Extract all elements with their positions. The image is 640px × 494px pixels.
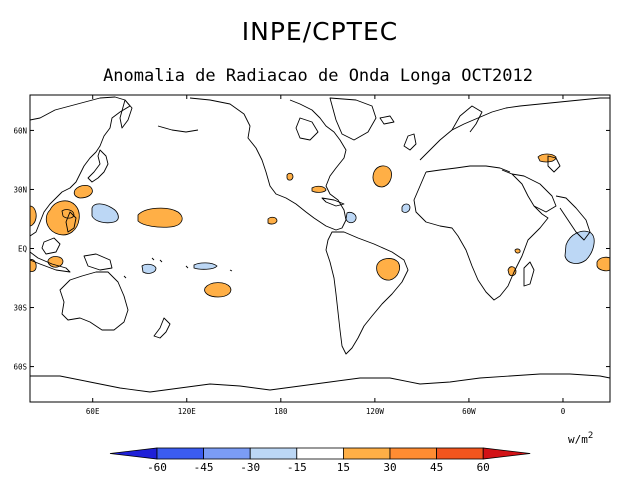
figure-subtitle: Anomalia de Radiacao de Onda Longa OCT20… bbox=[103, 66, 533, 86]
x-tick-label: 60W bbox=[462, 407, 476, 416]
colorbar-label: 30 bbox=[383, 461, 396, 474]
coastline-europe bbox=[419, 97, 610, 161]
coastline-caspian bbox=[547, 155, 561, 173]
colorbar: -60 -45 -30 -15 15 30 45 60 bbox=[109, 447, 531, 474]
coastline-new-zealand bbox=[153, 317, 171, 339]
coastline-africa bbox=[413, 169, 549, 301]
anomaly-patch-positive bbox=[311, 185, 327, 193]
y-tick-label: EQ bbox=[18, 245, 28, 254]
anomaly-patch-positive bbox=[507, 266, 517, 277]
coastline-british-isles bbox=[403, 133, 417, 151]
colorbar-box bbox=[389, 447, 437, 460]
colorbar-box bbox=[203, 447, 251, 460]
anomaly-patch-positive bbox=[29, 205, 37, 227]
coastline-south-america bbox=[325, 231, 409, 355]
coastline-hudson-bay bbox=[295, 117, 319, 141]
colorbar-label: -15 bbox=[287, 461, 307, 474]
y-tick-label: 30N bbox=[13, 185, 27, 194]
map-panel: 120E 180 120W 60W 0 60E 60N 30N EQ 30S 60S bbox=[13, 94, 611, 416]
colorbar-label: 60 bbox=[477, 461, 490, 474]
axis-ticks: 120E 180 120W 60W 0 60E 60N 30N EQ 30S 60S bbox=[13, 95, 610, 416]
anomaly-patch-positive bbox=[372, 165, 392, 188]
coastline-aleutians bbox=[157, 125, 199, 133]
colorbar-extend-high bbox=[482, 447, 531, 460]
coastline-scandinavia bbox=[451, 105, 483, 133]
coastline-mediterranean bbox=[425, 165, 511, 173]
coastline-north-america bbox=[189, 97, 347, 231]
x-tick-label: 120W bbox=[366, 407, 385, 416]
coastline-greenland bbox=[329, 97, 377, 141]
y-tick-label: 30S bbox=[13, 304, 27, 313]
coastline-new-guinea bbox=[83, 253, 113, 271]
coastline-borneo bbox=[41, 237, 61, 255]
colorbar-box bbox=[436, 447, 484, 460]
anomaly-patch-positive bbox=[73, 184, 93, 199]
anomaly-patch-positive bbox=[61, 209, 75, 219]
colorbar-label: -60 bbox=[147, 461, 167, 474]
colorbar-label: -45 bbox=[194, 461, 214, 474]
coastline-sumatra-java bbox=[29, 251, 71, 273]
coastline-iceland bbox=[379, 115, 395, 125]
colorbar-label: 45 bbox=[430, 461, 443, 474]
x-tick-label: 0 bbox=[561, 407, 566, 416]
x-tick-label: 60E bbox=[86, 407, 100, 416]
coastline-philippines bbox=[65, 211, 77, 233]
coastline-madagascar bbox=[523, 261, 535, 287]
coastline-kamchatka bbox=[119, 99, 133, 129]
coastline-australia bbox=[59, 271, 129, 331]
anomaly-patch-positive bbox=[45, 200, 80, 236]
anomaly-patch-positive bbox=[47, 256, 64, 268]
coastline-arabia bbox=[511, 173, 557, 213]
x-tick-label: 120E bbox=[178, 407, 197, 416]
coastline-india bbox=[555, 195, 591, 241]
anomaly-patch-positive bbox=[537, 153, 557, 163]
anomaly-patch-negative bbox=[345, 211, 357, 224]
coastline-cuba bbox=[321, 197, 345, 207]
figure-title: INPE/CPTEC bbox=[242, 17, 398, 46]
colorbar-label: 15 bbox=[337, 461, 350, 474]
anomaly-patch-negative bbox=[193, 262, 218, 270]
colorbar-box bbox=[342, 447, 391, 460]
coastlines bbox=[29, 96, 611, 393]
anomaly-patch-positive bbox=[267, 216, 278, 225]
anomaly-patch-positive bbox=[376, 258, 400, 281]
anomaly-patch-positive bbox=[204, 282, 232, 298]
anomaly-patch-negative bbox=[401, 203, 411, 213]
x-tick-label: 180 bbox=[274, 407, 288, 416]
coastline-east-asia bbox=[29, 96, 131, 237]
anomaly-patch-positive bbox=[514, 248, 521, 254]
colorbar-label: -30 bbox=[240, 461, 260, 474]
y-tick-label: 60S bbox=[13, 363, 27, 372]
anomaly-patch-negative bbox=[91, 203, 119, 224]
anomaly-patch-positive bbox=[137, 207, 183, 228]
colorbar-extend-low bbox=[109, 447, 158, 460]
colorbar-unit: w/m2 bbox=[568, 431, 593, 446]
y-tick-label: 60N bbox=[13, 126, 27, 135]
anomaly-patch-positive bbox=[596, 256, 611, 272]
coastline-antarctica bbox=[30, 373, 611, 393]
anomaly-patch-positive bbox=[286, 172, 294, 181]
anomaly-shading bbox=[29, 153, 611, 298]
colorbar-box bbox=[156, 447, 204, 460]
colorbar-box bbox=[249, 447, 298, 460]
coastline-japan bbox=[87, 149, 109, 183]
anomaly-patch-negative bbox=[141, 263, 157, 274]
colorbar-box bbox=[296, 447, 344, 460]
coastline-pacific-islands bbox=[123, 257, 233, 279]
anomaly-patch-positive bbox=[29, 259, 37, 272]
